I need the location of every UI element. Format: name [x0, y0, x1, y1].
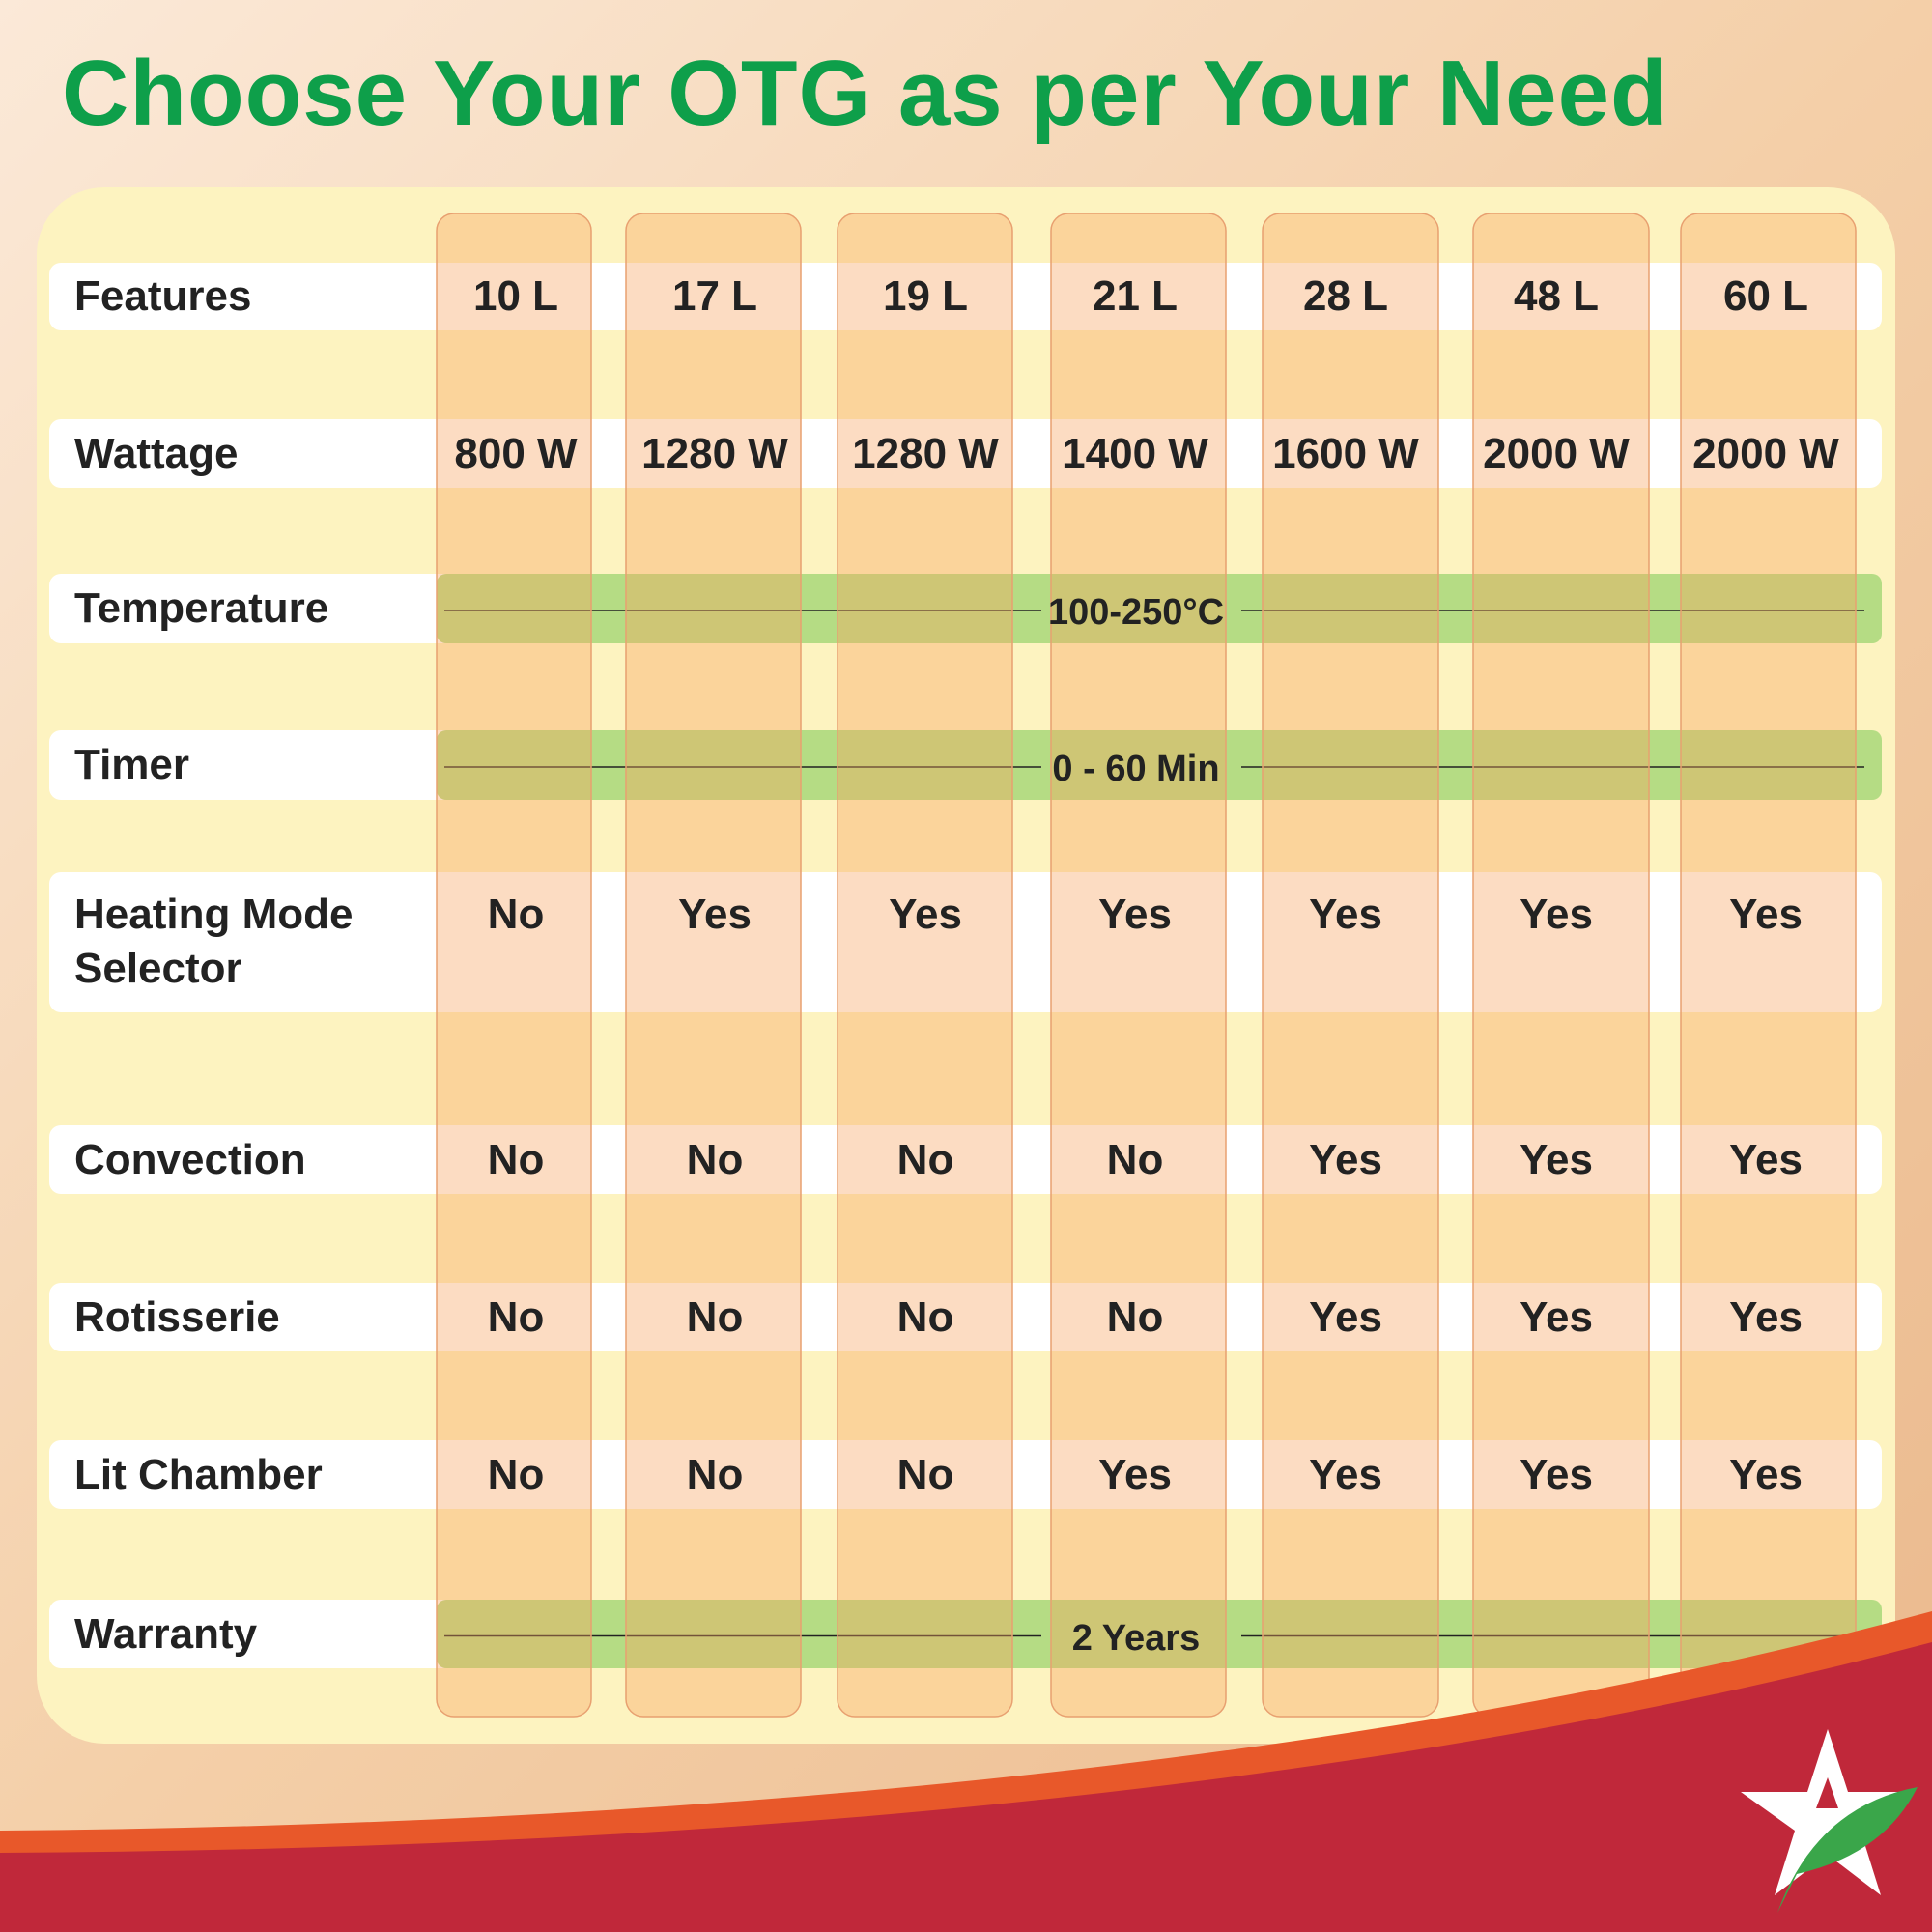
row-label: Wattage — [74, 429, 239, 477]
column-header: 17 L — [671, 272, 758, 320]
cell-value: No — [686, 1135, 744, 1183]
cell-value: No — [487, 1450, 545, 1498]
column-header: 10 L — [472, 272, 559, 320]
span-band — [437, 730, 1882, 800]
cell-value: Yes — [1729, 1450, 1803, 1498]
cell-value: No — [686, 1293, 744, 1341]
column-header: 48 L — [1513, 272, 1600, 320]
cell-value: 2000 W — [1483, 429, 1630, 477]
column-header: 21 L — [1092, 272, 1179, 320]
column-header: 19 L — [882, 272, 969, 320]
cell-value: Yes — [1309, 1293, 1382, 1341]
cell-value: No — [487, 891, 545, 938]
star-cut — [1816, 1777, 1838, 1808]
cell-value: Yes — [1309, 1450, 1382, 1498]
row-label: Rotisserie — [74, 1293, 280, 1341]
cell-value: 800 W — [454, 429, 578, 477]
column-header: 28 L — [1302, 272, 1389, 320]
cell-value: No — [896, 1293, 954, 1341]
span-value: 100-250°C — [1047, 592, 1225, 633]
cell-value: 1280 W — [641, 429, 788, 477]
cell-value: No — [686, 1450, 744, 1498]
cell-value: No — [1106, 1293, 1164, 1341]
span-band — [437, 574, 1882, 643]
column-highlight — [1262, 213, 1439, 1718]
row-band — [49, 419, 1882, 488]
cell-value: No — [487, 1135, 545, 1183]
cell-value: Yes — [1729, 1135, 1803, 1183]
column-highlight — [837, 213, 1013, 1718]
row-band — [49, 1283, 1882, 1351]
cell-value: Yes — [1309, 891, 1382, 938]
cell-value: Yes — [1309, 1135, 1382, 1183]
row-band — [49, 1440, 1882, 1509]
span-value: 0 - 60 Min — [1052, 749, 1220, 789]
cell-value: Yes — [1729, 891, 1803, 938]
column-highlight — [625, 213, 802, 1718]
row-label: Convection — [74, 1135, 306, 1183]
cell-value: 2000 W — [1692, 429, 1839, 477]
row-label: Timer — [74, 741, 190, 788]
column-highlight — [436, 213, 592, 1718]
cell-value: Yes — [889, 891, 962, 938]
red-swoosh — [0, 1642, 1932, 1932]
row-band — [49, 263, 1882, 330]
row-label: Features — [74, 272, 252, 320]
cell-value: Yes — [1098, 891, 1172, 938]
orange-stripe — [0, 1611, 1932, 1855]
cell-value: No — [896, 1450, 954, 1498]
cell-value: Yes — [678, 891, 752, 938]
row-band — [49, 872, 1882, 1012]
cell-value: No — [487, 1293, 545, 1341]
cell-value: Yes — [1520, 1293, 1593, 1341]
title: Choose Your OTG as per Your Need — [62, 42, 1668, 145]
cell-value: 1280 W — [852, 429, 999, 477]
column-highlight — [1050, 213, 1227, 1718]
cell-value: Yes — [1098, 1450, 1172, 1498]
cell-value: Yes — [1520, 891, 1593, 938]
row-label: Heating Mode Selector — [74, 891, 354, 992]
row-label: Lit Chamber — [74, 1450, 323, 1498]
row-label: Warranty — [74, 1609, 258, 1658]
column-header: 60 L — [1722, 272, 1809, 320]
row-band — [49, 1125, 1882, 1194]
span-band — [437, 1600, 1882, 1668]
star-logo — [1741, 1729, 1915, 1895]
cell-value: 1600 W — [1272, 429, 1419, 477]
leaf — [1777, 1787, 1918, 1913]
cell-value: No — [896, 1135, 954, 1183]
cell-value: 1400 W — [1062, 429, 1208, 477]
cell-value: Yes — [1729, 1293, 1803, 1341]
cell-value: Yes — [1520, 1135, 1593, 1183]
cell-value: Yes — [1520, 1450, 1593, 1498]
row-label: Temperature — [74, 584, 329, 632]
cell-value: No — [1106, 1135, 1164, 1183]
span-value: 2 Years — [1071, 1617, 1201, 1659]
